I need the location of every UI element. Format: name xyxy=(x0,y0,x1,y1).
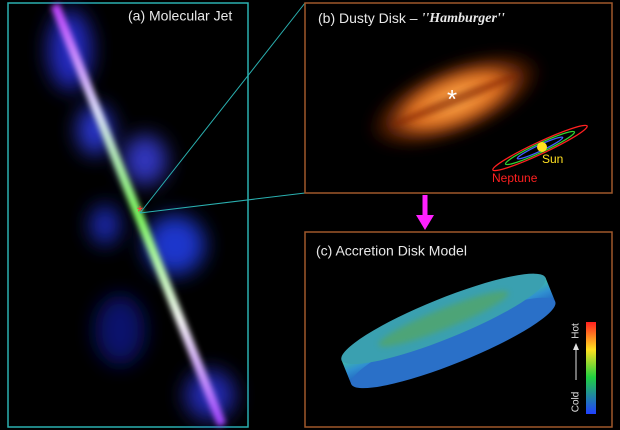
panel-title: (b) Dusty Disk – ''Hamburger'' xyxy=(318,10,505,27)
disk-model xyxy=(341,273,556,389)
cold-label: Cold xyxy=(571,392,582,413)
dusty-disk xyxy=(365,49,545,151)
colorbar-arrowhead xyxy=(573,343,579,350)
panel-frame xyxy=(7,2,249,428)
panel-disk: * Sun Neptune (b) Dusty Disk – ''Hamburg… xyxy=(304,2,613,194)
arrow xyxy=(416,195,434,230)
colorbar xyxy=(586,322,596,414)
star-marker: * xyxy=(447,84,457,114)
jet-beam xyxy=(50,3,227,427)
sun-dot xyxy=(537,142,547,152)
title-text: (b) Dusty Disk – xyxy=(318,10,421,26)
panel-jet: * (a) Molecular Jet xyxy=(7,2,249,428)
zoom-line xyxy=(139,2,306,214)
panel-frame xyxy=(304,231,613,428)
title-emphasis: ''Hamburger'' xyxy=(421,11,504,26)
sun-label: Sun xyxy=(542,152,563,166)
hot-label: Hot xyxy=(571,323,582,339)
panel-title: (a) Molecular Jet xyxy=(128,8,232,24)
zoom-line xyxy=(139,192,306,214)
neptune-label: Neptune xyxy=(492,171,538,185)
panel-title: (c) Accretion Disk Model xyxy=(316,243,467,259)
panel-model: Hot Cold (c) Accretion Disk Model xyxy=(304,231,613,428)
